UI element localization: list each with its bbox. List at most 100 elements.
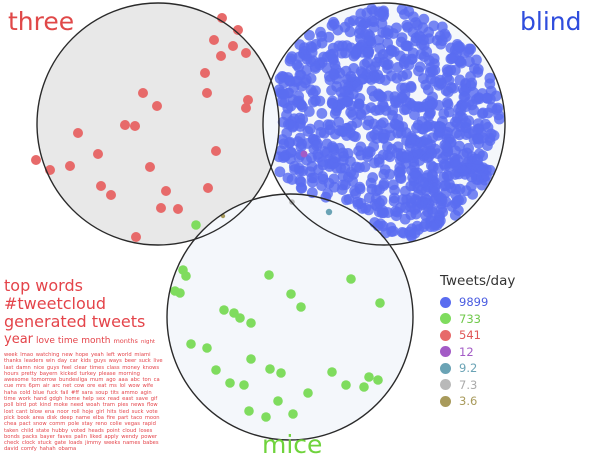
tweet-dot — [484, 78, 496, 90]
tweet-dot — [241, 48, 251, 58]
tweet-dot — [409, 227, 421, 239]
set-label-mice: mice — [262, 430, 323, 459]
tweet-dot — [376, 18, 388, 30]
tweet-dot — [375, 119, 387, 131]
tweet-dot — [341, 194, 352, 206]
tweet-dot — [438, 108, 450, 120]
tweet-dot — [466, 180, 477, 192]
tweet-dot — [442, 86, 454, 98]
tweet-dot — [331, 81, 343, 92]
legend-title: Tweets/day — [440, 273, 516, 289]
legend-item: 12 — [440, 344, 515, 361]
tweet-dot — [243, 95, 253, 105]
tweet-dot — [436, 203, 447, 215]
tweet-dot — [395, 173, 407, 185]
tweet-dot — [399, 104, 410, 116]
tweet-dot — [452, 40, 464, 52]
tweet-dot — [490, 90, 502, 102]
tweet-dot — [391, 22, 402, 34]
tweet-dot — [453, 129, 465, 141]
tweet-dot — [211, 365, 221, 375]
tweet-dot — [472, 66, 484, 78]
legend-value: 9899 — [459, 295, 489, 310]
tweet-dot — [239, 380, 249, 390]
tweet-dot — [246, 354, 256, 364]
tweet-dot — [362, 119, 373, 131]
tweet-dot — [31, 155, 41, 165]
tweet-dot — [409, 109, 420, 121]
tweet-dot — [426, 160, 437, 172]
tweet-dot — [294, 112, 306, 124]
generated-tweets-link[interactable]: generated tweets — [4, 312, 146, 331]
tweet-dot — [397, 70, 408, 82]
tweet-dot — [364, 372, 374, 382]
tweet-dot — [284, 75, 296, 87]
legend-value: 12 — [459, 344, 474, 359]
tweet-dot — [403, 59, 415, 71]
word-month: month — [81, 336, 111, 346]
tweet-dot — [434, 215, 446, 227]
tweet-dot — [396, 226, 408, 238]
tweet-dot — [315, 26, 326, 38]
tweet-dot — [408, 135, 420, 146]
tweet-dot — [285, 53, 297, 65]
tweet-dot — [440, 141, 452, 153]
tweet-dot — [401, 19, 413, 31]
tweet-dot — [244, 406, 254, 416]
tweet-dot — [426, 203, 438, 215]
top-words-year-line: year love time month months night — [4, 332, 164, 350]
tweetcloud-heading: #tweetcloud — [4, 294, 107, 313]
tweet-dot — [376, 195, 388, 206]
tweet-dot — [395, 164, 407, 176]
tweet-dot — [373, 375, 383, 385]
tweet-dot — [386, 70, 397, 82]
tweet-dot — [455, 57, 467, 69]
tweet-dot — [285, 146, 297, 158]
tweet-dot — [304, 123, 316, 135]
tweet-dot — [415, 48, 427, 60]
tweet-dot — [369, 72, 381, 84]
tweet-dot — [274, 73, 286, 84]
tweet-dot — [442, 126, 453, 138]
tweet-dot — [278, 152, 289, 163]
tweet-dot — [235, 313, 245, 323]
tweet-dot — [357, 46, 369, 58]
tweet-dot — [361, 56, 373, 68]
legend-item: 9.2 — [440, 360, 515, 377]
tweet-dot — [359, 103, 371, 115]
tweet-dot — [311, 140, 323, 152]
tweet-dot — [388, 192, 400, 204]
tweet-dot — [454, 183, 466, 195]
three-outline — [36, 2, 280, 246]
tweet-dot — [373, 34, 385, 46]
tweet-dot — [421, 121, 433, 132]
tweet-dot — [233, 25, 243, 35]
tweet-dot — [382, 207, 394, 218]
tweet-dot — [441, 97, 453, 108]
tweet-dot — [265, 364, 275, 374]
tweet-dot — [457, 165, 469, 177]
legend-swatch — [440, 329, 451, 341]
tweet-dot — [467, 86, 479, 98]
tweet-dot — [439, 160, 451, 172]
tweet-dot — [378, 133, 390, 144]
tweet-dot — [203, 183, 213, 193]
legend-item: 9899 — [440, 294, 515, 311]
tweet-dot — [409, 167, 421, 179]
mice-outline — [166, 193, 414, 441]
tweet-dot — [246, 318, 256, 328]
tweet-dot — [348, 62, 360, 74]
tweet-dot — [434, 74, 446, 86]
tweet-dot — [324, 119, 336, 131]
set-label-three: three — [8, 7, 75, 36]
tweet-dot — [374, 90, 386, 102]
tweet-dot — [367, 172, 379, 183]
tweet-dot — [369, 129, 381, 141]
tweet-dot — [336, 125, 348, 137]
word-love: love — [36, 336, 55, 346]
tweet-dot — [466, 171, 477, 183]
tweet-dot — [327, 98, 339, 110]
tweet-dot — [344, 26, 356, 38]
tweet-dot — [138, 88, 148, 98]
tweet-dot — [424, 108, 436, 120]
